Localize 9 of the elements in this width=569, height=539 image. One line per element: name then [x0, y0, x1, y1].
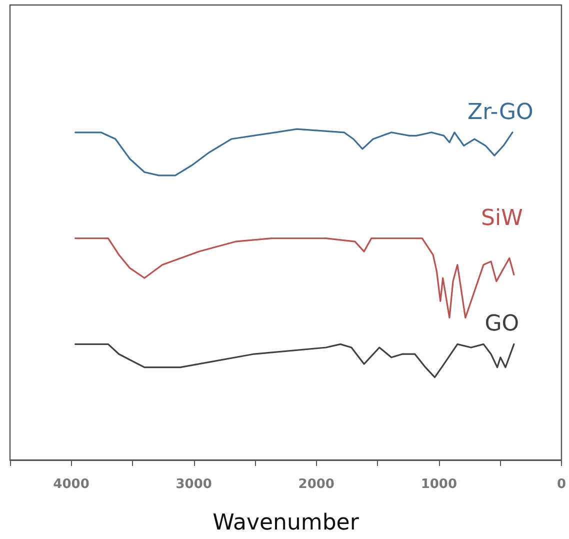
x-tick-label: 2000: [298, 477, 334, 492]
x-tick-label: 1000: [420, 477, 458, 492]
series-label: Zr-GO: [468, 100, 534, 125]
series-label: SiW: [481, 206, 524, 231]
series-label: GO: [484, 312, 520, 337]
x-axis-title: Wavenumber: [212, 510, 360, 536]
x-tick-label: 0: [556, 477, 566, 492]
x-tick-label: 4000: [53, 477, 90, 492]
x-tick-label: 3000: [176, 477, 212, 492]
